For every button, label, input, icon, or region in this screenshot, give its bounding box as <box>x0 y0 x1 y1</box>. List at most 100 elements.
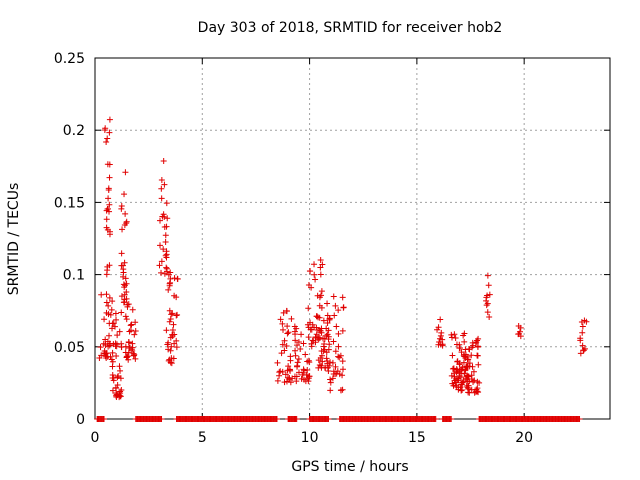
data-point <box>279 341 286 348</box>
data-point <box>306 359 313 366</box>
data-point <box>291 373 298 380</box>
data-point <box>308 284 315 291</box>
data-point <box>461 338 468 345</box>
x-axis-label: GPS time / hours <box>291 459 408 475</box>
data-point <box>103 299 110 306</box>
x-tick-label: 5 <box>198 430 207 446</box>
data-point <box>103 216 110 223</box>
data-point <box>101 316 108 323</box>
data-point <box>164 268 171 275</box>
data-point <box>171 331 178 338</box>
data-point <box>294 342 301 349</box>
data-point <box>101 347 108 354</box>
data-point <box>116 328 123 335</box>
data-point <box>463 363 470 370</box>
data-point <box>316 327 323 334</box>
data-point <box>130 352 137 359</box>
data-point <box>315 357 322 364</box>
data-point <box>464 372 471 379</box>
data-point <box>122 210 129 217</box>
data-point <box>464 373 471 380</box>
data-point <box>171 340 178 347</box>
data-point <box>106 116 113 123</box>
data-point <box>101 126 108 133</box>
data-point <box>292 337 299 344</box>
data-point <box>107 353 114 360</box>
data-point <box>122 343 129 350</box>
data-point <box>157 242 164 249</box>
data-point <box>468 352 475 359</box>
data-point <box>129 344 136 351</box>
data-point <box>474 337 481 344</box>
data-point <box>317 271 324 278</box>
data-point <box>167 347 174 354</box>
data-point <box>174 311 181 318</box>
data-point <box>128 321 135 328</box>
data-point <box>307 319 314 326</box>
data-point <box>318 288 325 295</box>
data-point <box>448 331 455 338</box>
data-point <box>98 291 105 298</box>
data-point <box>457 374 464 381</box>
data-point <box>435 341 442 348</box>
data-point <box>338 387 345 394</box>
data-point <box>160 157 167 164</box>
data-point <box>486 314 493 321</box>
data-point <box>449 380 456 387</box>
data-point <box>284 330 291 337</box>
data-point <box>123 288 130 295</box>
data-point <box>277 316 284 323</box>
data-point <box>315 334 322 341</box>
data-point <box>127 327 134 334</box>
data-point <box>339 366 346 373</box>
data-point <box>105 195 112 202</box>
data-point <box>453 341 460 348</box>
data-point <box>113 392 120 399</box>
data-point <box>311 324 318 331</box>
chart-title: Day 303 of 2018, SRMTID for receiver hob… <box>198 20 503 36</box>
data-point <box>305 375 312 382</box>
data-point <box>118 293 125 300</box>
data-point <box>337 352 344 359</box>
data-point <box>458 387 465 394</box>
data-point <box>120 273 127 280</box>
data-point <box>305 334 312 341</box>
data-point <box>103 355 110 362</box>
data-point <box>325 346 332 353</box>
data-point <box>324 300 331 307</box>
y-tick-label: 0.05 <box>54 340 85 356</box>
data-point <box>320 317 327 324</box>
data-point <box>112 310 119 317</box>
data-point <box>331 312 338 319</box>
data-point <box>158 177 165 184</box>
data-point <box>484 272 491 279</box>
data-point <box>124 301 131 308</box>
y-tick-label: 0.25 <box>54 51 85 67</box>
data-point <box>106 332 113 339</box>
data-point <box>121 259 128 266</box>
data-point <box>106 161 113 168</box>
data-point <box>330 338 337 345</box>
data-point <box>284 323 291 330</box>
data-point <box>294 363 300 370</box>
data-point <box>110 377 117 384</box>
data-point <box>129 306 136 313</box>
data-point <box>579 342 586 349</box>
data-point <box>171 275 178 282</box>
data-point <box>132 327 139 334</box>
data-point <box>158 185 165 192</box>
data-point <box>167 269 174 276</box>
x-tick-label: 15 <box>408 430 426 446</box>
data-point <box>173 312 180 319</box>
data-point <box>281 337 288 344</box>
data-point <box>126 328 133 335</box>
data-point <box>160 211 167 218</box>
data-point <box>164 215 171 222</box>
data-point <box>326 341 333 348</box>
data-point <box>325 327 332 334</box>
data-point <box>318 352 325 359</box>
data-point <box>118 262 125 269</box>
data-point <box>327 359 334 366</box>
data-point <box>474 343 481 350</box>
